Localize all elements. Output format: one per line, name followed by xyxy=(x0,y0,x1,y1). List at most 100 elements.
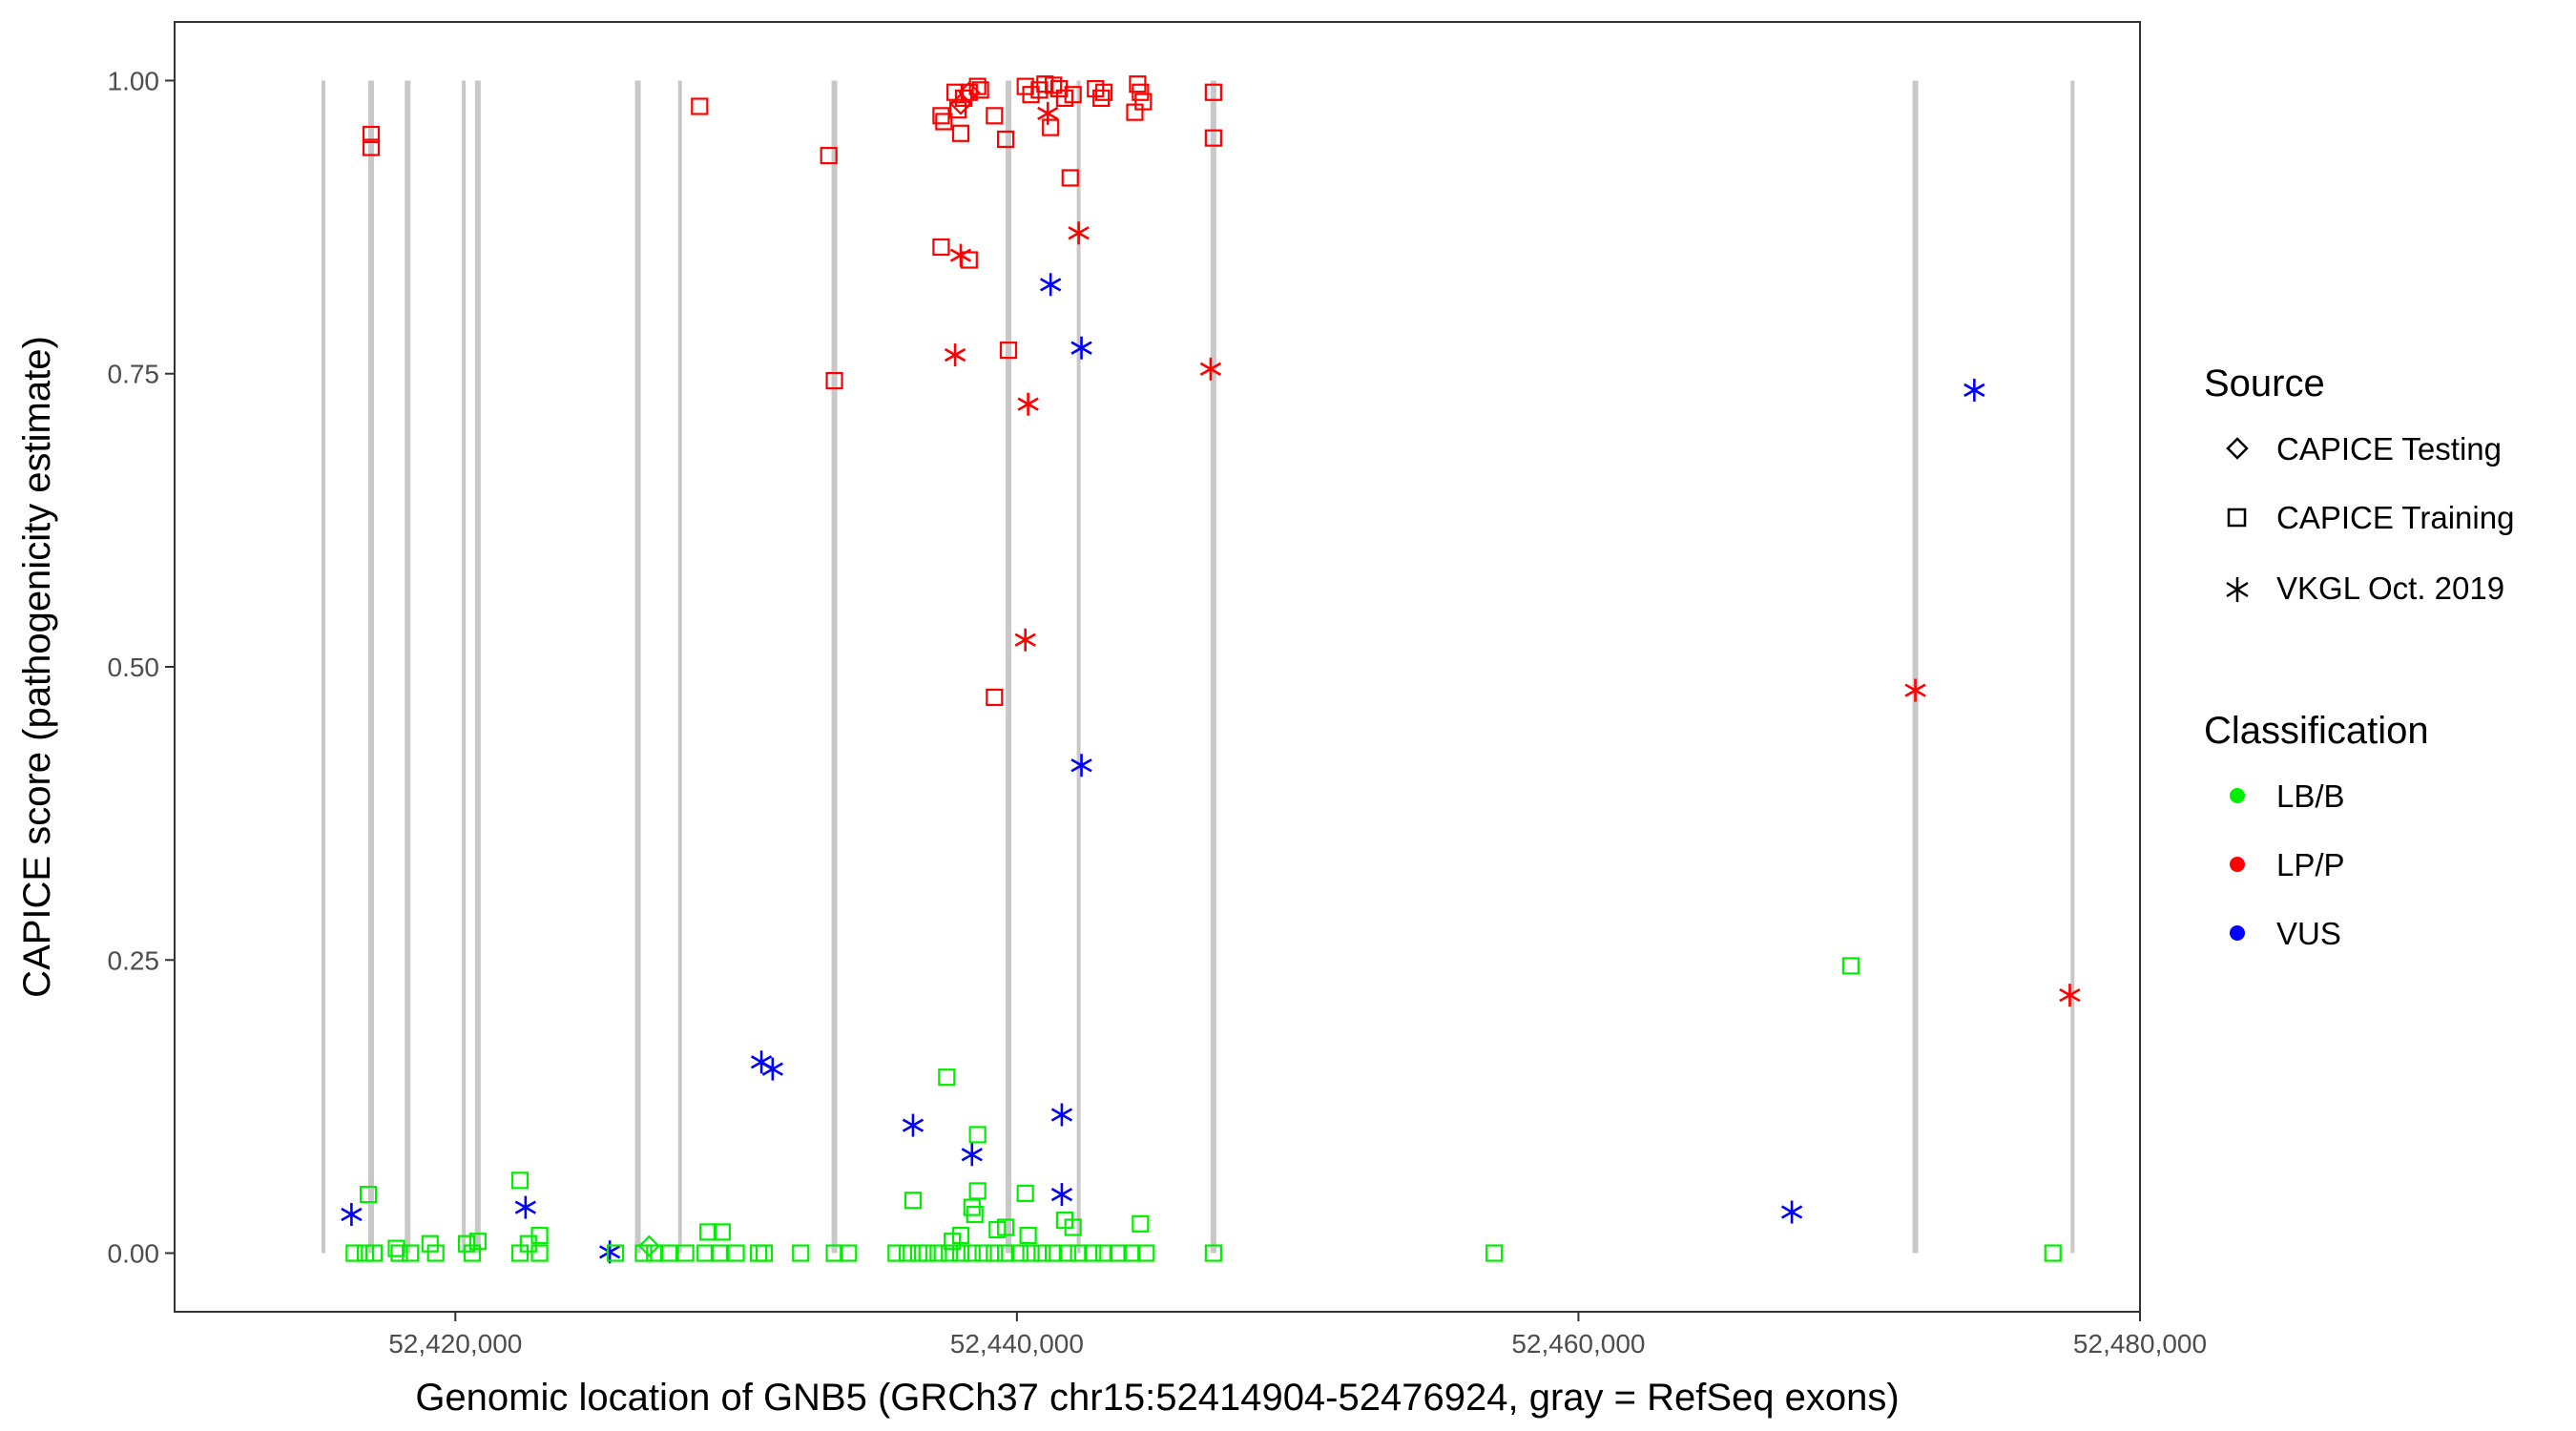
y-axis-title: CAPICE score (pathogenicity estimate) xyxy=(16,336,58,998)
data-point-square xyxy=(792,1244,810,1262)
data-point-square xyxy=(1109,1244,1127,1262)
data-point-square xyxy=(932,107,950,125)
data-point-asterisk xyxy=(1040,273,1062,297)
y-tick-label: 1.00 xyxy=(108,66,160,95)
x-tick-label: 52,460,000 xyxy=(1511,1329,1645,1358)
data-point-square xyxy=(421,1234,439,1253)
legend-class-vus: VUS xyxy=(2230,916,2341,951)
data-point-square xyxy=(820,147,838,165)
legend-class-lbb-label: LB/B xyxy=(2276,778,2345,814)
data-point-square xyxy=(1070,1244,1088,1262)
data-point-square xyxy=(426,1244,445,1262)
plot-area xyxy=(174,21,2141,1313)
data-point-square xyxy=(1123,1244,1141,1262)
y-axis: 0.00 0.25 0.50 0.75 1.00 xyxy=(108,66,175,1269)
data-point-square xyxy=(606,1244,625,1262)
data-point-square xyxy=(941,1244,959,1262)
data-point-square xyxy=(1064,1218,1082,1236)
data-point-square xyxy=(938,1068,956,1087)
data-point-asterisk xyxy=(961,1143,983,1167)
data-point-square xyxy=(932,238,950,257)
x-axis: 52,420,000 52,440,000 52,460,000 52,480,000 xyxy=(388,1312,2207,1358)
data-point-asterisk xyxy=(1037,101,1059,125)
legend-source-title: Source xyxy=(2204,363,2325,404)
data-point-square xyxy=(951,124,970,142)
data-points xyxy=(341,75,2081,1264)
data-point-square xyxy=(951,1244,970,1262)
data-point-square xyxy=(968,1126,987,1144)
data-point-asterisk xyxy=(761,1057,783,1081)
data-point-asterisk xyxy=(341,1202,363,1226)
data-point-square xyxy=(1084,1244,1102,1262)
legend-classification-title: Classification xyxy=(2204,710,2429,752)
data-point-asterisk xyxy=(1070,754,1092,778)
x-tick-label: 52,420,000 xyxy=(388,1329,522,1358)
legend-source-testing-label: CAPICE Testing xyxy=(2276,431,2502,467)
data-point-square xyxy=(898,1244,917,1262)
vus-dot-icon xyxy=(2230,925,2245,941)
legend-class-lpp: LP/P xyxy=(2230,847,2345,882)
data-point-diamond xyxy=(637,1234,660,1257)
data-point-square xyxy=(1137,1244,1155,1262)
data-point-square xyxy=(457,1234,476,1253)
data-point-square xyxy=(904,1192,923,1210)
data-point-square xyxy=(1204,1244,1222,1262)
data-point-square xyxy=(968,1182,987,1200)
data-point-square xyxy=(362,138,381,156)
data-point-asterisk xyxy=(949,243,972,267)
data-point-asterisk xyxy=(2059,984,2081,1007)
data-point-square xyxy=(1132,1214,1150,1233)
data-point-square xyxy=(359,1185,378,1204)
data-point-asterisk xyxy=(598,1240,621,1264)
data-point-square xyxy=(1033,1244,1051,1262)
data-point-asterisk xyxy=(902,1113,924,1137)
data-point-square xyxy=(887,1244,905,1262)
data-point-square xyxy=(463,1244,482,1262)
data-point-square xyxy=(929,1244,947,1262)
data-point-square xyxy=(1042,118,1060,136)
data-point-square xyxy=(691,97,709,115)
y-tick-label: 0.25 xyxy=(108,945,160,975)
data-point-asterisk xyxy=(1070,336,1092,360)
data-point-square xyxy=(1092,89,1111,107)
data-point-square xyxy=(840,1244,858,1262)
data-point-square xyxy=(1022,1244,1040,1262)
legend-source-vkgl-label: VKGL Oct. 2019 xyxy=(2276,570,2504,606)
data-point-square xyxy=(362,125,381,144)
data-point-square xyxy=(1058,1244,1076,1262)
data-point-asterisk xyxy=(514,1195,537,1219)
data-point-square xyxy=(710,1244,729,1262)
data-point-square xyxy=(1064,86,1082,104)
y-tick-label: 0.75 xyxy=(108,360,160,389)
data-point-square xyxy=(1049,79,1069,98)
data-point-asterisk xyxy=(1068,221,1090,245)
diamond-icon xyxy=(2226,437,2249,460)
data-point-square xyxy=(2044,1244,2062,1262)
data-point-square xyxy=(1841,957,1859,975)
data-point-square xyxy=(1485,1244,1504,1262)
square-icon xyxy=(2227,508,2247,528)
data-point-square xyxy=(676,1244,695,1262)
data-point-square xyxy=(1019,1227,1037,1245)
data-point-square xyxy=(971,81,989,99)
data-point-square xyxy=(1094,1244,1113,1262)
y-tick-label: 0.00 xyxy=(108,1239,160,1269)
data-point-square xyxy=(1030,81,1049,99)
data-point-asterisk xyxy=(1017,392,1039,416)
lpp-dot-icon xyxy=(2230,857,2245,872)
data-point-square xyxy=(1094,83,1113,101)
data-point-square xyxy=(468,1233,487,1251)
legend-class-lbb: LB/B xyxy=(2230,778,2345,814)
data-point-asterisk xyxy=(1050,1103,1073,1127)
data-point-square xyxy=(996,130,1015,149)
data-point-square xyxy=(825,1244,843,1262)
data-point-square xyxy=(986,688,1004,707)
data-point-square xyxy=(986,1244,1004,1262)
x-axis-title: Genomic location of GNB5 (GRCh37 chr15:5… xyxy=(415,1377,1899,1419)
legend-source-training: CAPICE Training xyxy=(2227,500,2514,535)
x-tick-label: 52,440,000 xyxy=(950,1329,1084,1358)
data-point-square xyxy=(510,1172,530,1190)
legend-class-lpp-label: LP/P xyxy=(2276,847,2345,882)
data-point-asterisk xyxy=(1050,1183,1073,1207)
data-point-square xyxy=(364,1244,384,1262)
